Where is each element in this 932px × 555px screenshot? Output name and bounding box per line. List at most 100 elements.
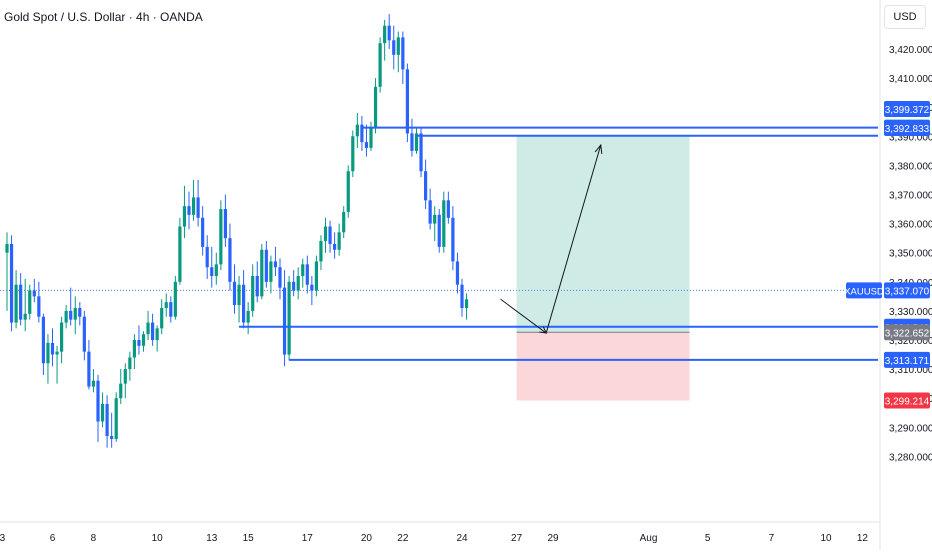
candle: [128, 351, 132, 381]
candle-body: [155, 328, 159, 340]
currency-selector-button[interactable]: USD: [884, 5, 926, 29]
candle-body: [424, 171, 428, 201]
candle: [87, 340, 91, 390]
candle: [5, 232, 9, 311]
candle: [337, 223, 341, 256]
candle-body: [396, 37, 400, 55]
y-tick-label: 3,420.000: [889, 45, 932, 56]
x-tick-label: 6: [50, 533, 56, 544]
candle: [437, 209, 441, 253]
candle: [314, 255, 318, 297]
candle-body: [301, 264, 305, 276]
candle-body: [110, 436, 114, 439]
target-zone: [516, 135, 690, 333]
candle-body: [264, 249, 268, 282]
candle: [460, 278, 464, 317]
candle: [364, 124, 369, 157]
x-tick-label: Aug: [640, 533, 658, 544]
candle-body: [260, 249, 264, 297]
candle: [305, 255, 309, 294]
candle: [242, 270, 246, 329]
candle-body: [419, 133, 423, 172]
arrow-head: [594, 143, 603, 155]
chart-title: Gold Spot / U.S. Dollar · 4h · OANDA: [4, 10, 203, 24]
candle: [246, 302, 250, 335]
candle: [360, 115, 364, 151]
x-tick-label: 13: [206, 533, 218, 544]
candle-body: [364, 142, 369, 148]
x-tick-label: 8: [91, 533, 97, 544]
candle: [119, 369, 123, 405]
candle-body: [414, 133, 419, 151]
candle-body: [141, 334, 146, 346]
candle: [351, 130, 355, 178]
y-tick-label: 3,360.000: [889, 220, 932, 231]
candle: [100, 392, 105, 428]
candle: [191, 179, 196, 221]
x-tick-label: 3: [0, 533, 6, 544]
candle-body: [37, 296, 41, 317]
price-label: 3,299.214: [885, 396, 930, 407]
candle: [41, 313, 45, 375]
candle-body: [178, 226, 182, 282]
candle: [210, 246, 214, 288]
candle-body: [346, 171, 350, 212]
candle-body: [164, 302, 168, 308]
y-tick-label: 3,410.000: [889, 74, 932, 85]
candle: [50, 328, 55, 367]
x-tick-label: 10: [820, 533, 832, 544]
candle: [237, 275, 241, 323]
candle-body: [464, 299, 469, 308]
candle-body: [246, 310, 250, 323]
candle: [60, 316, 64, 364]
candle: [251, 264, 255, 317]
candle-body: [119, 383, 123, 399]
candle: [146, 310, 150, 340]
candle: [410, 118, 414, 157]
price-label-box: [884, 392, 930, 409]
y-tick-label: 3,370.000: [889, 191, 932, 202]
candle-body: [269, 261, 273, 282]
x-tick-label: 5: [705, 533, 711, 544]
candle-body: [41, 316, 45, 364]
x-tick-label: 22: [397, 533, 409, 544]
candle: [223, 194, 227, 247]
candle: [319, 235, 323, 271]
candle: [151, 313, 155, 346]
candle: [269, 255, 273, 294]
candle: [328, 220, 332, 253]
candle-body: [255, 275, 259, 297]
candle: [137, 325, 141, 355]
candle-body: [251, 275, 255, 311]
candle: [37, 281, 41, 323]
candle-body: [191, 197, 196, 215]
candle-body: [373, 86, 378, 128]
price-label-box: [884, 101, 930, 118]
candle-body: [23, 313, 27, 320]
candle: [96, 374, 100, 442]
candle-body: [314, 261, 318, 291]
candle: [160, 299, 164, 335]
x-tick-label: 15: [243, 533, 255, 544]
candles-group: [5, 14, 469, 448]
candle: [451, 206, 455, 271]
candle-body: [60, 322, 64, 352]
candle: [310, 275, 314, 306]
stop-zone: [516, 332, 690, 401]
candle: [373, 78, 378, 134]
candle-body: [151, 322, 155, 340]
candle-body: [460, 284, 464, 308]
candle: [424, 159, 428, 210]
candle-body: [369, 127, 373, 148]
candle-body: [5, 243, 9, 253]
candle: [264, 241, 268, 288]
candle: [182, 185, 187, 239]
candle: [155, 325, 159, 352]
candle: [105, 395, 109, 448]
candle-body: [214, 264, 218, 276]
current-price-label: 3,337.070: [885, 286, 930, 297]
candle: [178, 217, 182, 285]
x-tick-label: 20: [361, 533, 373, 544]
